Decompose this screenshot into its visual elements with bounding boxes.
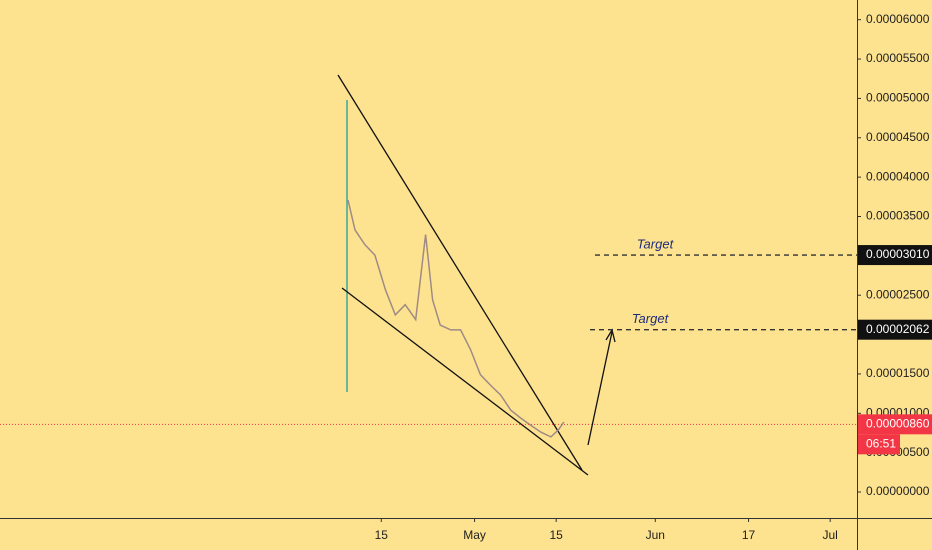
target-tag [858, 319, 932, 340]
y-tick-label: 0.00004000 [866, 169, 930, 183]
target-label: Target [632, 311, 670, 326]
trend-line [341, 287, 589, 476]
y-tick-label: 0.00006000 [866, 12, 930, 26]
y-tick-label: 0.00000000 [866, 484, 930, 498]
target-value-label: 0.00003010 [866, 247, 930, 261]
price-line [347, 199, 565, 438]
trend-line [337, 74, 583, 471]
x-tick-label: 17 [742, 528, 756, 542]
last-price-tag [858, 414, 932, 435]
countdown-tag [858, 434, 900, 455]
x-tick-label: 15 [549, 528, 563, 542]
x-tick-label: Jun [646, 528, 665, 542]
x-tick-label: 15 [375, 528, 389, 542]
target-label: Target [637, 237, 675, 252]
y-tick-label: 0.00003500 [866, 209, 930, 223]
x-tick-label: May [463, 528, 486, 542]
y-tick-label: 0.00005500 [866, 51, 930, 65]
y-tick-label: 0.00001500 [866, 366, 930, 380]
last-price-label: 0.00000860 [866, 416, 930, 430]
y-tick-label: 0.00005000 [866, 91, 930, 105]
arrow [587, 331, 613, 446]
target-tag [858, 245, 932, 266]
countdown: 06:51 [866, 436, 896, 450]
x-tick-label: Jul [823, 528, 838, 542]
y-tick-label: 0.00004500 [866, 130, 930, 144]
target-value-label: 0.00002062 [866, 322, 930, 336]
y-tick-label: 0.00002500 [866, 287, 930, 301]
